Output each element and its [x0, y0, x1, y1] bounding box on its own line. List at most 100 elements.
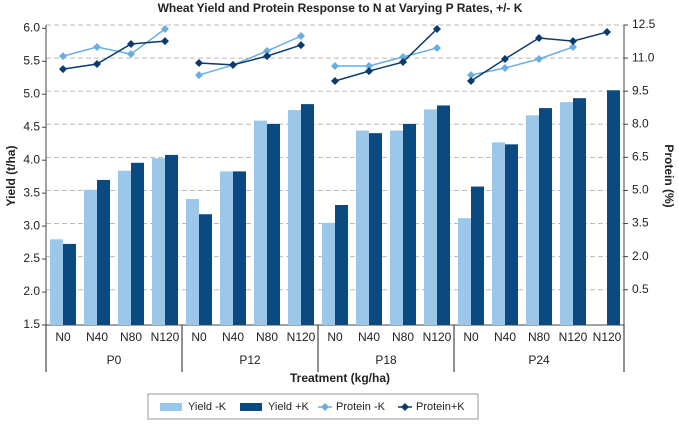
bar	[356, 130, 369, 325]
protein-marker	[433, 43, 441, 52]
bar	[322, 222, 335, 325]
bar	[560, 102, 573, 326]
protein-marker	[603, 28, 611, 37]
bar	[288, 110, 301, 325]
bar	[458, 218, 471, 325]
protein-marker	[467, 71, 475, 80]
x-tick-label: N0	[327, 330, 343, 344]
y2-tick-label: 12.5	[632, 17, 656, 31]
bar	[505, 144, 518, 325]
bar	[186, 199, 199, 325]
x-tick-label: N0	[191, 330, 207, 344]
bar	[335, 205, 348, 325]
group-label: P12	[239, 353, 261, 367]
protein-line	[334, 28, 438, 82]
chart-title: Wheat Yield and Protein Response to N at…	[158, 1, 523, 15]
bar	[390, 130, 403, 325]
protein-marker	[127, 39, 135, 48]
protein-marker	[569, 37, 577, 46]
legend-swatch	[240, 403, 262, 411]
legend-swatch	[321, 403, 329, 411]
bar	[539, 108, 552, 325]
bar	[607, 90, 620, 326]
protein-marker	[59, 52, 67, 61]
y-tick-label: 4.0	[23, 152, 40, 166]
x-tick-label: N80	[256, 330, 278, 344]
protein-line	[62, 40, 166, 70]
y-tick-label: 4.5	[23, 119, 40, 133]
protein-marker	[195, 71, 203, 80]
bar	[50, 239, 63, 325]
protein-line	[198, 44, 302, 66]
bar	[199, 214, 212, 325]
bar	[471, 186, 484, 325]
x-tick-label: N80	[120, 330, 142, 344]
protein-marker	[535, 54, 543, 63]
y2-tick-label: 8.0	[632, 116, 649, 130]
x-tick-label: N120	[593, 330, 622, 344]
protein-marker	[161, 37, 169, 46]
protein-marker	[161, 24, 169, 33]
x-axis-title: Treatment (kg/ha)	[290, 371, 390, 385]
bar	[424, 109, 437, 326]
x-tick-label: N40	[222, 330, 244, 344]
protein-marker	[195, 58, 203, 67]
y2-tick-label: 0.5	[632, 282, 649, 296]
y2-tick-label: 2.0	[632, 249, 649, 263]
y-tick-label: 5.5	[23, 53, 40, 67]
x-tick-label: N80	[528, 330, 550, 344]
bar	[152, 158, 165, 325]
protein-marker	[365, 62, 373, 71]
protein-line	[198, 35, 302, 76]
bar	[233, 171, 246, 325]
protein-marker	[127, 50, 135, 59]
protein-marker	[399, 58, 407, 67]
protein-marker	[263, 52, 271, 61]
protein-marker	[365, 67, 373, 76]
x-tick-label: N40	[494, 330, 516, 344]
bar	[165, 154, 178, 325]
bar	[301, 104, 314, 325]
bar	[220, 171, 233, 325]
x-tick-label: N40	[358, 330, 380, 344]
protein-marker	[59, 65, 67, 74]
protein-line	[335, 47, 438, 67]
x-tick-label: N40	[86, 330, 108, 344]
y-axis-title: Yield (t/ha)	[4, 146, 18, 207]
x-tick-label: N120	[151, 330, 180, 344]
y2-axis-title: Protein (%)	[662, 144, 676, 207]
bar	[254, 120, 267, 325]
x-tick-label: N80	[392, 330, 414, 344]
protein-marker	[433, 24, 441, 33]
x-tick-label: N0	[55, 330, 71, 344]
y-tick-label: 2.5	[23, 251, 40, 265]
x-tick-label: N120	[559, 330, 588, 344]
group-label: P24	[528, 353, 550, 367]
y-tick-label: 3.0	[23, 218, 40, 232]
legend-swatch	[401, 403, 409, 411]
bar	[573, 98, 586, 325]
y2-tick-label: 3.5	[632, 216, 649, 230]
legend-label: Protein+K	[416, 401, 465, 413]
y-tick-label: 2.0	[23, 284, 40, 298]
bar	[526, 115, 539, 325]
y-tick-label: 6.0	[23, 20, 40, 34]
legend-label: Protein -K	[336, 401, 386, 413]
bar	[437, 105, 450, 325]
protein-marker	[501, 54, 509, 63]
bar	[369, 133, 382, 325]
x-tick-label: N120	[287, 330, 316, 344]
bar	[492, 142, 505, 325]
protein-marker	[467, 77, 475, 86]
protein-line	[470, 46, 574, 76]
protein-marker	[501, 64, 509, 73]
y-tick-label: 1.5	[23, 317, 40, 331]
legend-box	[147, 393, 479, 420]
protein-marker	[569, 43, 577, 52]
y2-tick-label: 11.0	[632, 50, 655, 64]
protein-marker	[297, 41, 305, 50]
legend-swatch	[160, 403, 182, 411]
bar	[131, 162, 144, 325]
protein-marker	[229, 60, 237, 69]
